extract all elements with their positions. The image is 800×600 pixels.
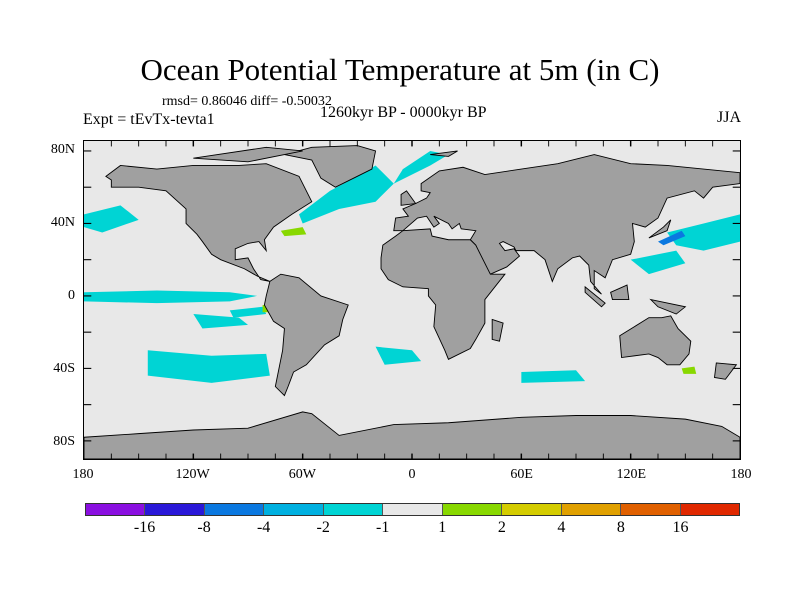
colorbar-box (264, 504, 324, 515)
colorbar-box (680, 504, 739, 515)
colorbar-level-label: -2 (316, 519, 330, 536)
stats-text: rmsd= 0.86046 diff= -0.50032 (162, 94, 332, 109)
land-svalbard (430, 150, 458, 157)
anomaly-nw-pacific (667, 214, 740, 251)
land-sumatra (584, 285, 606, 308)
x-tick-label: 120E (616, 467, 647, 482)
x-tick-label: 0 (408, 467, 416, 482)
anomaly-ne-pacific (84, 205, 139, 233)
land-japan (648, 219, 672, 239)
colorbar-box (145, 504, 205, 515)
anomaly-patches (84, 150, 740, 383)
plot-title: Ocean Potential Temperature at 5m (in C) (140, 52, 660, 87)
land-eurasia (393, 154, 741, 295)
colorbar-level-label: 2 (497, 519, 506, 536)
colorbar-box (621, 504, 681, 515)
land-new-guinea (649, 298, 687, 315)
anomaly-warm-tasman (681, 366, 697, 374)
warm-anomaly-patches (262, 227, 697, 374)
colorbar-box (383, 504, 443, 515)
x-tick-label: 60E (510, 467, 533, 482)
y-tick-label: 80S (53, 434, 75, 449)
anomaly-south-pacific (147, 350, 270, 383)
experiment-label: Expt = tEvTx-tevta1 (83, 111, 215, 128)
colorbar-level-label: -4 (256, 519, 271, 536)
colorbar-level-label: -1 (376, 519, 390, 536)
colorbar (85, 503, 740, 516)
season-label: JJA (716, 109, 741, 126)
anomaly-tropical-pacific-east (229, 306, 267, 318)
anomaly-north-atlantic (299, 165, 394, 224)
anomaly-eastern-pacific (193, 314, 248, 329)
land-australia (619, 315, 692, 366)
colorbar-level-label: 1 (438, 519, 447, 536)
colorbar-box (86, 504, 146, 515)
colorbar-level-label: 4 (557, 519, 566, 536)
anomaly-equatorial-pacific (84, 290, 258, 304)
y-tick-label: 0 (68, 288, 75, 303)
colorbar-level-label: 16 (672, 519, 689, 536)
y-tick-label: 80N (50, 142, 75, 157)
colorbar-level-label: -8 (197, 519, 211, 536)
map-svg (83, 140, 741, 460)
land-uk (400, 190, 417, 206)
x-tick-label: 180 (72, 467, 94, 482)
anomaly-south-atlantic (375, 346, 422, 365)
colorbar-box (561, 504, 622, 515)
colorbar-level-label: -16 (133, 519, 156, 536)
colorbar-box (442, 504, 503, 515)
y-tick-label: 40S (53, 361, 75, 376)
colorbar-level-label: 8 (616, 519, 625, 536)
colorbar-box (323, 504, 384, 515)
land-new-zealand (713, 362, 738, 380)
x-tick-label: 60W (288, 467, 316, 482)
x-tick-label: 180 (730, 467, 752, 482)
anomaly-warm-gulfstream (280, 227, 307, 237)
land-north-america (105, 163, 313, 282)
period-label: 1260kyr BP - 0000kyr BP (320, 104, 487, 121)
anomaly-cold-japan (658, 230, 686, 246)
colorbar-box (204, 504, 265, 515)
land-africa (380, 228, 506, 360)
colorbar-box (502, 504, 562, 515)
land-greenland (284, 145, 377, 188)
x-tick-label: 120W (175, 467, 210, 482)
land-madagascar (491, 318, 504, 342)
y-tick-label: 40N (50, 215, 75, 230)
land (83, 145, 741, 460)
anomaly-pacific-east-asia (630, 250, 686, 275)
land-borneo (610, 284, 630, 300)
map-panel (83, 140, 741, 460)
anomaly-nordic-seas (393, 150, 449, 184)
land-south-america (263, 273, 349, 397)
anomaly-south-indian (521, 370, 586, 383)
land-arctic-islands (193, 146, 303, 163)
